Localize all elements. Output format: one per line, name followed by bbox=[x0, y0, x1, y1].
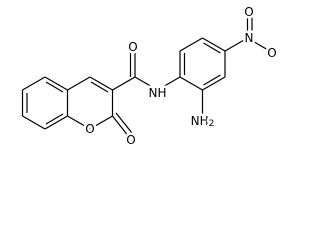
bond bbox=[89, 115, 113, 130]
atom-label-subscript: 2 bbox=[209, 119, 215, 129]
bond bbox=[224, 37, 248, 52]
atom-label: O bbox=[126, 133, 135, 147]
bond bbox=[22, 115, 46, 130]
bond bbox=[90, 81, 109, 93]
molecule: O O O NH NH2 N O O bbox=[21, 3, 279, 150]
bond bbox=[112, 115, 130, 138]
bond bbox=[89, 76, 113, 91]
bond bbox=[112, 76, 136, 91]
bond bbox=[67, 115, 91, 130]
atom-label: O bbox=[128, 40, 137, 54]
bond bbox=[115, 112, 133, 134]
atom-labels: O O O NH NH2 N O O bbox=[83, 3, 279, 150]
bond bbox=[45, 81, 64, 93]
bond bbox=[203, 42, 221, 54]
bond bbox=[44, 76, 68, 91]
atom-label: O bbox=[85, 122, 94, 136]
bond bbox=[45, 113, 64, 125]
bond bbox=[22, 76, 46, 91]
bond bbox=[44, 115, 68, 130]
atom-label: O bbox=[267, 46, 276, 60]
bond bbox=[247, 37, 269, 51]
atom-label: NH2 bbox=[191, 114, 215, 129]
bond bbox=[179, 37, 203, 52]
bond bbox=[203, 74, 221, 86]
atom-label-main: NH bbox=[191, 114, 209, 128]
bond bbox=[202, 76, 226, 91]
atom-label: N bbox=[245, 31, 254, 45]
page: {"atoms": [ {"label": "O"}, {"label": "O… bbox=[21, 3, 279, 150]
atom-label: O bbox=[244, 5, 253, 19]
bond bbox=[134, 76, 158, 91]
bond bbox=[157, 76, 181, 91]
bond bbox=[179, 76, 203, 91]
atom-label: NH bbox=[149, 86, 167, 100]
bond bbox=[67, 76, 91, 91]
bond bbox=[202, 37, 226, 52]
bonds bbox=[21, 14, 269, 138]
